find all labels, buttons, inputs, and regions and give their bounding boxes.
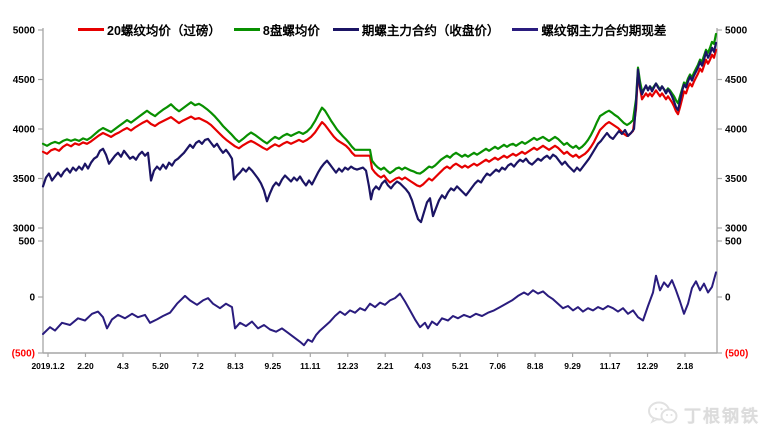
y-axis-label-left: 0 xyxy=(29,293,35,304)
x-axis-label: 9.25 xyxy=(265,361,282,371)
x-axis-label: 12.29 xyxy=(637,361,659,371)
y-axis-label-right: (500) xyxy=(725,349,748,360)
y-axis-label-left: 4000 xyxy=(13,125,36,136)
x-axis-label: 2.20 xyxy=(77,361,94,371)
legend: 20螺纹均价（过磅） 8盘螺均价 期螺主力合约（收盘价） 螺纹钢主力合约期现差 xyxy=(78,20,666,39)
y-axis-label-right: 500 xyxy=(725,237,742,248)
y-axis-label-left: (500) xyxy=(12,349,35,360)
legend-item-2: 期螺主力合约（收盘价） xyxy=(332,20,500,39)
y-axis-label-right: 5000 xyxy=(725,26,748,37)
y-axis-label-left: 5000 xyxy=(13,26,36,37)
x-axis-label: 2019.1.2 xyxy=(31,361,64,371)
y-axis-label-right: 4500 xyxy=(725,75,748,86)
legend-item-1: 8盘螺均价 xyxy=(233,20,320,39)
legend-label: 20螺纹均价（过磅） xyxy=(107,24,221,38)
y-axis-label-right: 3000 xyxy=(725,224,748,235)
x-axis-label: 12.23 xyxy=(337,361,359,371)
y-axis-label-right: 0 xyxy=(725,293,731,304)
x-axis-label: 9.29 xyxy=(564,361,581,371)
x-axis-label: 5.21 xyxy=(452,361,469,371)
legend-swatch-icon xyxy=(512,27,539,32)
x-axis-label: 11.11 xyxy=(300,361,321,371)
legend-item-0: 20螺纹均价（过磅） xyxy=(78,20,221,39)
legend-label: 螺纹钢主力合约期现差 xyxy=(541,24,667,38)
legend-label: 8盘螺均价 xyxy=(262,24,320,38)
x-axis-label: 4.03 xyxy=(414,361,431,371)
legend-swatch-icon xyxy=(233,27,260,32)
watermark-text: 丁根钢铁 xyxy=(684,406,760,426)
x-axis-label: 8.13 xyxy=(227,361,244,371)
y-axis-label-left: 4500 xyxy=(13,75,36,86)
legend-swatch-icon xyxy=(332,27,359,32)
x-axis-label: 7.2 xyxy=(192,361,204,371)
legend-item-3: 螺纹钢主力合约期现差 xyxy=(512,20,666,39)
x-axis-label: 7.06 xyxy=(489,361,506,371)
series-line-0 xyxy=(41,48,718,188)
x-axis-label: 2.18 xyxy=(677,361,694,371)
x-axis-label: 2.21 xyxy=(377,361,394,371)
y-axis-label-left: 500 xyxy=(18,237,35,248)
series-line-2 xyxy=(41,41,718,224)
x-axis-label: 11.17 xyxy=(600,361,621,371)
wechat-bubbles-icon xyxy=(648,401,678,424)
y-axis-label-left: 3500 xyxy=(13,174,36,185)
y-axis-label-right: 4000 xyxy=(725,125,748,136)
legend-label: 期螺主力合约（收盘价） xyxy=(361,24,500,38)
series-line-3 xyxy=(42,271,717,347)
x-axis-label: 5.20 xyxy=(152,361,169,371)
x-axis-label: 4.3 xyxy=(117,361,129,371)
y-axis-label-right: 3500 xyxy=(725,174,748,185)
y-axis-label-left: 3000 xyxy=(13,224,36,235)
watermark: 丁根钢铁 xyxy=(647,401,760,427)
legend-swatch-icon xyxy=(78,27,104,32)
x-axis-label: 8.18 xyxy=(527,361,544,371)
